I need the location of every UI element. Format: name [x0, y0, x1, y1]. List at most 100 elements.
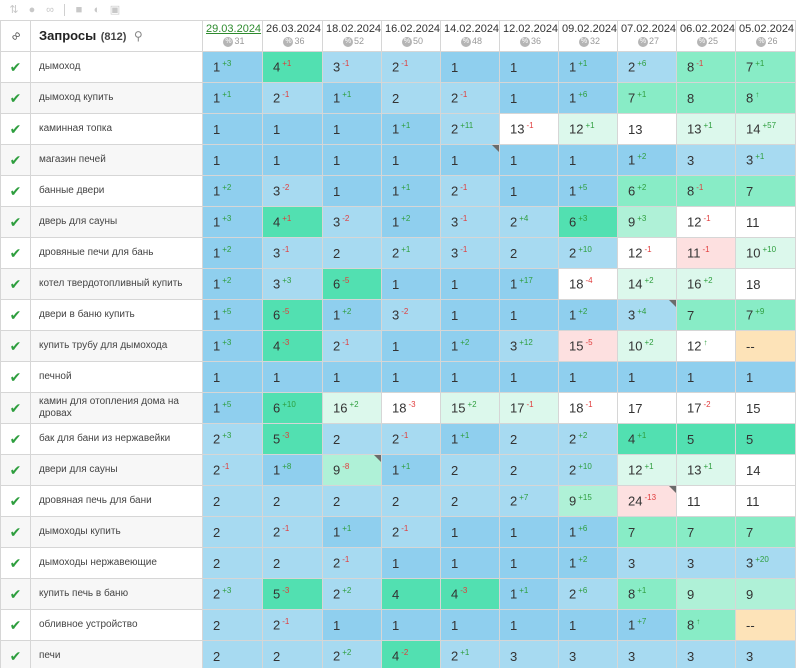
position-cell[interactable]: 1 +1 — [440, 423, 500, 455]
position-cell[interactable]: 8 ↑ — [676, 609, 736, 641]
position-cell[interactable]: 2 — [440, 454, 500, 486]
position-cell[interactable]: 2 — [262, 640, 323, 668]
position-cell[interactable]: 1 +7 — [617, 609, 677, 641]
position-cell[interactable]: 2 — [381, 82, 441, 114]
position-cell[interactable]: 8 ↑ — [735, 82, 796, 114]
position-cell[interactable]: 2 +4 — [499, 206, 559, 238]
position-cell[interactable]: 8 — [676, 82, 736, 114]
position-cell[interactable]: 3 -2 — [381, 299, 441, 331]
position-cell[interactable]: 1 +3 — [202, 206, 263, 238]
keyword-cell[interactable]: дровяные печи для бань — [30, 237, 203, 269]
check-icon[interactable]: ✔ — [0, 392, 31, 424]
position-cell[interactable]: 3 -1 — [440, 237, 500, 269]
date-label[interactable]: 05.02.2024 — [739, 23, 795, 35]
keyword-cell[interactable]: дымоход купить — [30, 82, 203, 114]
keyword-cell[interactable]: дымоходы нержавеющие — [30, 547, 203, 579]
position-cell[interactable]: 7 — [676, 516, 736, 548]
position-cell[interactable]: 1 — [322, 113, 382, 145]
position-cell[interactable]: 7 +1 — [617, 82, 677, 114]
position-cell[interactable]: 1 +2 — [440, 330, 500, 362]
position-cell[interactable]: 1 — [262, 144, 323, 176]
position-cell[interactable]: 1 — [558, 144, 618, 176]
position-cell[interactable]: 1 — [202, 361, 263, 393]
keyword-cell[interactable]: котел твердотопливный купить — [30, 268, 203, 300]
date-column-header[interactable]: 09.02.2024% 32 — [558, 20, 618, 52]
position-cell[interactable]: 4 +1 — [617, 423, 677, 455]
position-cell[interactable]: 13 — [617, 113, 677, 145]
position-cell[interactable]: 2 -1 — [381, 423, 441, 455]
position-cell[interactable]: 18 — [735, 268, 796, 300]
queries-header[interactable]: Запросы (812) ⚲ — [30, 20, 203, 52]
position-cell[interactable]: 2 +11 — [440, 113, 500, 145]
keyword-cell[interactable]: банные двери — [30, 175, 203, 207]
check-icon[interactable]: ✔ — [0, 175, 31, 207]
keyword-cell[interactable]: дровяная печь для бани — [30, 485, 203, 517]
position-cell[interactable]: 2 +3 — [202, 423, 263, 455]
position-cell[interactable]: 5 — [676, 423, 736, 455]
position-cell[interactable]: 1 +2 — [322, 299, 382, 331]
position-cell[interactable]: 1 +2 — [202, 237, 263, 269]
position-cell[interactable]: 1 +2 — [558, 299, 618, 331]
position-cell[interactable]: 12 +1 — [558, 113, 618, 145]
position-cell[interactable]: 8 -1 — [676, 175, 736, 207]
position-cell[interactable]: 1 — [381, 330, 441, 362]
position-cell[interactable]: 1 +1 — [558, 51, 618, 83]
check-icon[interactable]: ✔ — [0, 330, 31, 362]
position-cell[interactable]: 1 +8 — [262, 454, 323, 486]
note-corner-marker[interactable] — [669, 486, 676, 493]
check-icon[interactable]: ✔ — [0, 206, 31, 238]
check-icon[interactable]: ✔ — [0, 237, 31, 269]
position-cell[interactable]: 11 -1 — [676, 237, 736, 269]
keyword-cell[interactable]: купить трубу для дымохода — [30, 330, 203, 362]
position-cell[interactable]: -- — [735, 609, 796, 641]
position-cell[interactable]: 1 +1 — [202, 82, 263, 114]
position-cell[interactable]: 4 -3 — [440, 578, 500, 610]
position-cell[interactable]: 1 +3 — [202, 330, 263, 362]
position-cell[interactable]: 2 +6 — [617, 51, 677, 83]
date-column-header[interactable]: 26.03.2024% 36 — [262, 20, 323, 52]
position-cell[interactable]: 4 -3 — [262, 330, 323, 362]
position-cell[interactable]: 7 — [735, 175, 796, 207]
position-cell[interactable]: 1 +5 — [202, 392, 263, 424]
position-cell[interactable]: 8 -1 — [676, 51, 736, 83]
position-cell[interactable]: 1 — [558, 361, 618, 393]
note-corner-marker[interactable] — [492, 145, 499, 152]
position-cell[interactable]: 14 +2 — [617, 268, 677, 300]
position-cell[interactable]: 2 +1 — [381, 237, 441, 269]
position-cell[interactable]: 1 — [558, 609, 618, 641]
save-icon[interactable]: ■ — [75, 4, 83, 16]
date-label[interactable]: 06.02.2024 — [680, 23, 736, 35]
position-cell[interactable]: 2 +10 — [558, 237, 618, 269]
position-cell[interactable]: 2 — [499, 454, 559, 486]
position-cell[interactable]: 3 -2 — [262, 175, 323, 207]
check-icon[interactable]: ✔ — [0, 144, 31, 176]
position-cell[interactable]: 1 — [381, 609, 441, 641]
position-cell[interactable]: 1 — [499, 82, 559, 114]
position-cell[interactable]: 12 +1 — [617, 454, 677, 486]
position-cell[interactable]: 15 -5 — [558, 330, 618, 362]
position-cell[interactable]: 1 — [440, 144, 500, 176]
position-cell[interactable]: 1 — [499, 299, 559, 331]
position-cell[interactable]: 7 — [735, 516, 796, 548]
position-cell[interactable]: 2 -1 — [440, 175, 500, 207]
position-cell[interactable]: 2 — [262, 547, 323, 579]
position-cell[interactable]: 1 — [440, 299, 500, 331]
position-cell[interactable]: 1 +5 — [202, 299, 263, 331]
position-cell[interactable]: 2 — [322, 423, 382, 455]
position-cell[interactable]: 1 +1 — [499, 578, 559, 610]
position-cell[interactable]: 1 +2 — [381, 206, 441, 238]
position-cell[interactable]: 14 — [735, 454, 796, 486]
position-cell[interactable]: 1 — [322, 609, 382, 641]
keyword-cell[interactable]: дымоходы купить — [30, 516, 203, 548]
link-icon[interactable]: ∞ — [46, 4, 54, 16]
date-label[interactable]: 18.02.2024 — [326, 23, 382, 35]
keyword-cell[interactable]: каминная топка — [30, 113, 203, 145]
position-cell[interactable]: 1 — [322, 361, 382, 393]
position-cell[interactable]: 13 +1 — [676, 113, 736, 145]
position-cell[interactable]: 3 +1 — [735, 144, 796, 176]
position-cell[interactable]: 1 +1 — [322, 516, 382, 548]
date-label[interactable]: 26.03.2024 — [266, 23, 322, 35]
keyword-cell[interactable]: печи — [30, 640, 203, 668]
position-cell[interactable]: 5 -3 — [262, 578, 323, 610]
position-cell[interactable]: 12 -1 — [617, 237, 677, 269]
